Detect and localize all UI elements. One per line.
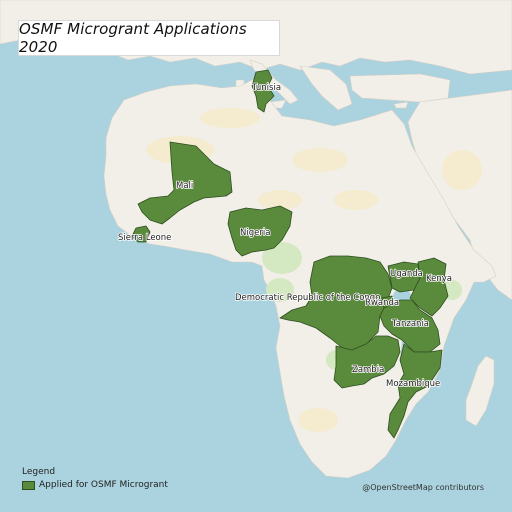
label-nigeria: Nigeria [240, 228, 270, 238]
label-drc: Democratic Republic of the Congo [235, 293, 380, 303]
legend-swatch [22, 480, 35, 490]
lake-victoria [393, 289, 411, 303]
desert-area [200, 108, 260, 128]
desert-area [258, 190, 302, 210]
label-zambia: Zambia [352, 365, 384, 375]
legend-entry: Applied for OSMF Microgrant [22, 480, 168, 490]
label-uganda: Uganda [390, 269, 423, 279]
country-zambia[interactable] [333, 335, 401, 389]
country-nigeria[interactable] [227, 205, 293, 257]
label-tunisia: Tunisia [251, 83, 281, 93]
country-labels: Tunisia Mali Sierra Leone Nigeria Democr… [117, 82, 453, 390]
country-kenya[interactable] [409, 257, 449, 317]
legend-entry-label: Applied for OSMF Microgrant [39, 480, 168, 490]
desert-area [442, 150, 482, 190]
highlighted-countries [131, 69, 449, 439]
country-mali[interactable] [137, 141, 233, 225]
turkey [349, 73, 451, 103]
label-kenya: Kenya [426, 274, 452, 284]
balkans [299, 65, 353, 111]
country-mozambique[interactable] [387, 343, 443, 439]
country-sierra-leone[interactable] [131, 225, 151, 243]
country-tanzania[interactable] [379, 299, 441, 353]
label-tanzania: Tanzania [391, 319, 429, 329]
cyprus [393, 101, 409, 109]
country-tunisia[interactable] [251, 69, 275, 113]
map-title: OSMF Microgrant Applications 2020 [19, 20, 247, 56]
legend: Legend Applied for OSMF Microgrant [22, 467, 168, 490]
label-rwanda: Rwanda [365, 298, 399, 308]
map-title-box: OSMF Microgrant Applications 2020 [18, 20, 280, 56]
desert-area [292, 148, 348, 172]
forest-area [266, 278, 294, 302]
forest-area [262, 242, 302, 274]
desert-area [334, 190, 378, 210]
label-mali: Mali [176, 181, 193, 191]
madagascar [465, 355, 495, 427]
legend-title: Legend [22, 467, 56, 477]
label-sierra-leone: Sierra Leone [118, 233, 171, 243]
label-mozambique: Mozambique [386, 379, 440, 389]
attribution: @OpenStreetMap contributors [362, 483, 484, 492]
desert-area [298, 408, 338, 432]
